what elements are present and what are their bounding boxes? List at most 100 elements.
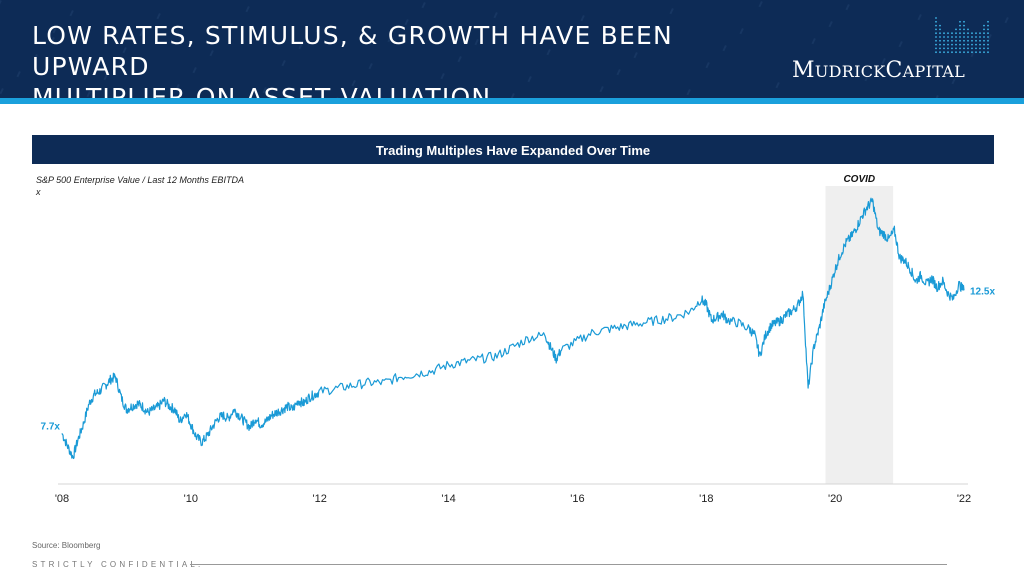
logo-dot [963,32,965,35]
header-texture-mark [0,0,2,7]
header-texture-mark [209,50,214,57]
logo-dot [935,47,937,50]
header-texture-mark [0,87,4,95]
logo-dot [959,24,961,27]
y-axis-label: S&P 500 Enterprise Value / Last 12 Month… [36,175,244,185]
chart-title-banner: Trading Multiples Have Expanded Over Tim… [32,135,994,164]
source-note: Source: Bloomberg [32,541,101,550]
logo-dot [975,47,977,50]
header-texture-mark [686,88,691,96]
header-texture-mark [103,73,108,81]
logo-dot [983,43,985,46]
logo-dot [943,51,945,54]
logo-dot [967,28,969,31]
logo-dot [955,51,957,54]
logo-dot [955,39,957,42]
logo-dot [983,39,985,42]
logo-dot [935,20,937,23]
header-texture-mark [404,18,409,26]
logo-dot [975,43,977,46]
header-texture-mark [16,71,21,78]
logo-dot [963,39,965,42]
header-texture-mark [52,27,57,34]
header-texture-mark [50,37,55,44]
page-title-line-2: MULTIPLIER ON ASSET VALUATION… [32,83,518,98]
logo-dot [939,39,941,42]
x-axis-ticks: '08 '10 '12 '14 '16 '18 '20 '22 [55,493,971,505]
logo-dot [951,43,953,46]
header-texture [0,0,1009,98]
logo-dot [947,36,949,38]
x-tick-label: '12 [313,493,327,505]
footer-divider [190,564,947,565]
logo-dot [963,47,965,50]
header-texture-mark [368,62,373,70]
logo-dot [943,32,945,35]
logo-dot [983,28,985,31]
logo-dot [955,43,957,46]
logo-dot [951,36,953,38]
logo-dot [963,20,965,23]
logo-dot [955,32,957,35]
header-texture-mark [917,13,922,21]
header-texture-mark [493,12,498,19]
logo-dot [943,43,945,46]
logo-dot [939,32,941,35]
logo-dot [947,47,949,50]
logo-dot [979,39,981,42]
header-texture-mark [705,62,710,69]
header-texture-mark [440,72,445,80]
confidential-notice: STRICTLY CONFIDENTIAL. [32,560,204,569]
header-texture-mark [652,24,657,32]
logo-dot [971,36,973,38]
y-axis-unit: x [36,187,41,197]
header-texture-mark [86,91,91,98]
header-accent-bar [0,98,1024,104]
logo-dot [975,51,977,54]
header-texture-mark [175,83,180,91]
logo-dot [963,36,965,38]
logo-dot [943,39,945,42]
logo-dot [971,43,973,46]
end-value-label: 12.5x [970,286,995,297]
logo-dot [935,43,937,46]
logo-dot [971,51,973,54]
logo-dot [983,51,985,54]
logo-dot [987,39,989,42]
header-texture-mark [546,48,551,56]
x-tick-label: '08 [55,493,69,505]
logo-dot [939,51,941,54]
logo-dot [935,51,937,54]
logo-dot [959,47,961,50]
logo-dot [979,36,981,38]
header-texture-mark [633,52,638,59]
header-texture-mark [510,92,515,98]
logo-dot [959,32,961,35]
header-texture-mark [987,33,992,41]
header-texture-mark [792,65,797,72]
header-texture-mark [758,0,763,8]
logo-dot [955,28,957,31]
x-tick-label: '14 [441,493,455,505]
logo-dot [947,32,949,35]
logo-dot [939,43,941,46]
header-texture-mark [864,74,869,82]
logo-dot [959,51,961,54]
header-texture-mark [563,32,568,39]
logo-dot [975,36,977,38]
header-texture-mark [228,22,233,30]
header-texture-mark [898,40,903,48]
page-title: LOW RATES, STIMULUS, & GROWTH HAVE BEEN … [32,20,772,98]
logo-dot [967,36,969,38]
logo-dot [983,36,985,38]
header-texture-mark [351,80,356,87]
logo-dot [971,47,973,50]
header-texture-mark [951,77,956,85]
header-texture-mark [457,55,462,63]
logo-dot [967,51,969,54]
header-texture-mark [262,86,267,94]
header-texture-mark [527,76,532,83]
header-texture-mark [599,85,604,93]
header-texture-mark [474,38,479,46]
logo-dot [971,32,973,35]
